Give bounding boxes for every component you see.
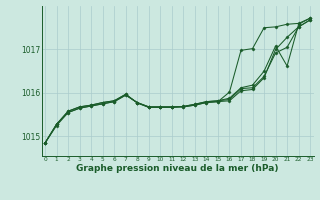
X-axis label: Graphe pression niveau de la mer (hPa): Graphe pression niveau de la mer (hPa) bbox=[76, 164, 279, 173]
